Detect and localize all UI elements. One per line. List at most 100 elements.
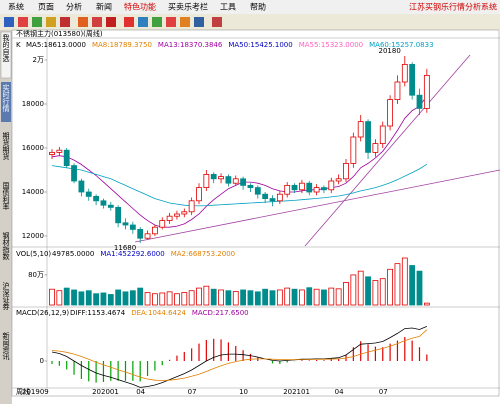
volume-bar [166, 291, 173, 306]
volume-bar [174, 293, 180, 306]
price-annotation: 20180 [379, 47, 401, 55]
tool-icon[interactable] [152, 17, 162, 27]
menu-item[interactable]: 分析 [66, 2, 82, 12]
tool-icon[interactable] [4, 17, 14, 27]
y-tick-label: 80万 [28, 271, 44, 279]
candle-body [306, 182, 313, 193]
trend-line [304, 54, 471, 247]
menu-item[interactable]: 页面 [38, 3, 54, 12]
candle-body [232, 178, 239, 184]
candle-body [357, 121, 364, 138]
candle-body [129, 224, 136, 230]
candle-body [254, 187, 261, 195]
side-tab[interactable]: 新闻资讯 [2, 331, 10, 361]
candle-body [56, 149, 63, 153]
indicator-line [51, 164, 428, 207]
volume-bar [63, 287, 70, 306]
candle-body [151, 226, 158, 235]
legend-label: MACD(26,12,9) [16, 309, 69, 317]
y-tick-label: 0 [40, 357, 44, 365]
x-tick-label: 201909 [22, 388, 49, 396]
menu-item[interactable]: 新闻 [96, 2, 112, 12]
volume-bar [379, 278, 386, 306]
candle-body [78, 180, 85, 193]
menu-item[interactable]: 买卖乐考栏 [168, 2, 208, 12]
menu-item[interactable]: 特色功能 [124, 2, 156, 12]
side-tab[interactable]: 实时行情 [2, 83, 10, 113]
tool-icon[interactable] [180, 17, 190, 27]
volume-bar [49, 288, 55, 306]
side-tab[interactable]: 期货期货 [2, 132, 10, 161]
side-tab[interactable]: 我的自选 [2, 33, 10, 63]
chart-title: 不锈钢主力(013580)(周线) [16, 29, 103, 38]
legend-item: 49785.0000 [52, 250, 94, 258]
tool-icon[interactable] [212, 17, 222, 27]
indicator-line [51, 95, 428, 228]
candle-body [343, 162, 349, 180]
candle-body [49, 151, 55, 155]
volume-bar [313, 288, 320, 306]
candle-body [247, 184, 254, 188]
trend-line [134, 169, 500, 243]
candle-body [328, 180, 335, 191]
tool-icon[interactable] [124, 17, 134, 27]
volume-bar [71, 289, 77, 306]
tool-icon[interactable] [18, 17, 28, 27]
toolbar [0, 14, 500, 30]
volume-bar [122, 291, 129, 306]
candle-body [93, 195, 99, 202]
candle-body [387, 99, 394, 127]
side-tab[interactable]: 钢材指数 [2, 231, 10, 261]
price-annotation: 11680 [114, 244, 136, 252]
candle-body [210, 173, 217, 180]
tool-icon[interactable] [78, 17, 88, 27]
candle-body [313, 187, 320, 193]
candle-body [115, 206, 122, 224]
volume-bar [100, 292, 107, 306]
volume-bar [196, 287, 202, 306]
tool-icon[interactable] [92, 17, 102, 27]
menu-item[interactable]: 工具 [220, 3, 236, 12]
volume-bar [306, 287, 313, 306]
candle-body [335, 178, 342, 182]
side-tab-bg[interactable] [1, 82, 11, 122]
side-tab[interactable]: 沪深证券 [2, 281, 10, 311]
candle-body [144, 233, 151, 239]
candle-body [181, 211, 188, 215]
candle-body [262, 193, 269, 199]
legend-item: MA55:15323.0000 [299, 41, 363, 49]
tool-icon[interactable] [194, 17, 204, 27]
candle-body [63, 149, 70, 166]
candle-body [71, 165, 77, 182]
menu-item[interactable]: 系统 [8, 2, 24, 12]
side-tab[interactable]: 国债利率 [2, 182, 10, 211]
tool-icon[interactable] [46, 17, 56, 27]
volume-bar [298, 289, 305, 306]
y-tick-label: 12000 [22, 232, 44, 240]
volume-bar [85, 290, 92, 306]
volume-bar [284, 287, 291, 306]
candle-body [423, 75, 430, 109]
volume-bar [372, 280, 379, 306]
menu-bar: 系统 页面 分析 新闻 特色功能 买卖乐考栏 工具 帮助 江苏买钢乐行情分析系统 [0, 0, 500, 14]
volume-bar [115, 289, 122, 306]
volume-bar [203, 285, 210, 306]
menu-item[interactable]: 帮助 [250, 2, 266, 12]
candle-body [269, 198, 276, 202]
candle-body [166, 215, 173, 221]
tool-icon[interactable] [60, 17, 70, 27]
volume-bar [210, 288, 217, 306]
candle-body [416, 94, 423, 109]
tool-icon[interactable] [138, 17, 148, 27]
tool-icon[interactable] [166, 17, 176, 27]
candle-body [284, 184, 291, 195]
tool-icon[interactable] [106, 17, 116, 27]
y-tick-label: 18000 [22, 100, 44, 108]
volume-bar [321, 289, 327, 306]
candle-body [409, 64, 416, 96]
legend-item: MA50:15425.1000 [228, 41, 292, 49]
candle-body [291, 184, 298, 191]
tool-icon[interactable] [32, 17, 42, 27]
side-tab-bg[interactable] [0, 31, 12, 79]
